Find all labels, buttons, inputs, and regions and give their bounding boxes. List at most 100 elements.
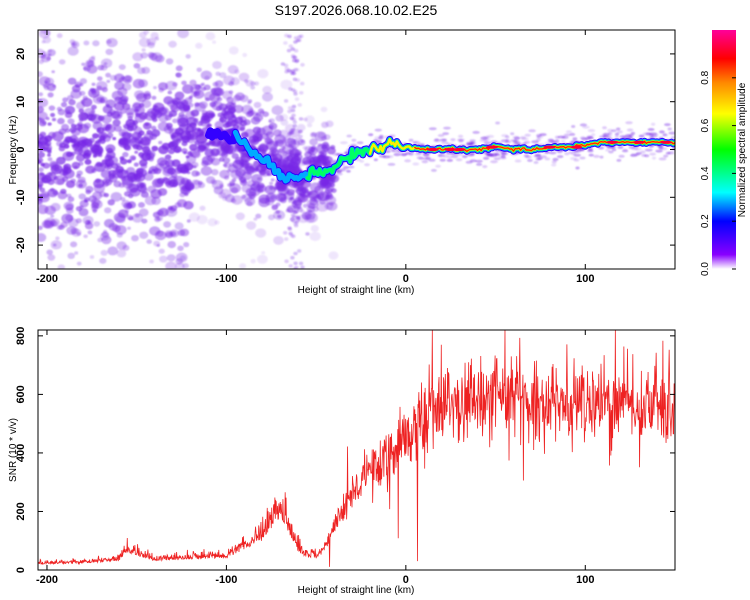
spectrogram-blob xyxy=(76,261,82,266)
spectrogram-blob xyxy=(104,207,112,214)
spectrogram-blob xyxy=(598,146,605,150)
spectrogram-blob xyxy=(631,153,636,157)
spectrogram-blob xyxy=(606,134,613,137)
spectrogram-blob xyxy=(300,265,305,269)
spectrogram-blob xyxy=(284,237,289,241)
spectrogram-blob xyxy=(96,85,103,91)
spectrogram-blob xyxy=(85,189,91,195)
spectrogram-blob xyxy=(115,166,124,174)
spectrogram-blob xyxy=(147,185,156,193)
spectrogram-blob xyxy=(83,199,88,203)
spectrogram-blob xyxy=(649,133,654,137)
spectrogram-hotspot xyxy=(426,147,439,152)
spectrogram-blob xyxy=(186,219,191,223)
spectrogram-x-label: Height of straight line (km) xyxy=(298,285,415,296)
snr-y-ticks: 0 200 400 600 800 xyxy=(15,327,675,573)
spectrogram-blob xyxy=(193,84,201,91)
spectrogram-blob xyxy=(231,100,236,105)
spectrogram-blob xyxy=(500,152,509,156)
spectrogram-blob xyxy=(201,110,208,116)
spectrogram-blob xyxy=(295,215,300,219)
spectrogram-blob xyxy=(174,202,182,208)
spectrogram-blob xyxy=(287,132,292,136)
spectrogram-blob xyxy=(175,65,183,72)
spectrogram-blob xyxy=(140,52,148,59)
spectrogram-blob xyxy=(641,153,647,157)
spectrogram-blob xyxy=(167,181,172,186)
spectrogram-blob xyxy=(292,210,297,214)
spectrogram-blob xyxy=(42,84,48,88)
spectrogram-blob xyxy=(71,161,81,169)
spectrogram-blob xyxy=(168,148,175,155)
spectrogram-blob xyxy=(38,139,41,144)
spectrogram-blob xyxy=(222,157,231,164)
spectrogram-blob xyxy=(283,41,288,45)
spectrogram-blob xyxy=(439,158,446,162)
spectrogram-blob xyxy=(47,149,52,154)
spectrogram-blob xyxy=(179,255,186,261)
spectrogram-blob xyxy=(67,118,75,125)
spectrogram-blob xyxy=(151,125,157,131)
spectrogram-blob xyxy=(422,157,431,161)
spectrogram-blob xyxy=(549,151,557,155)
spectrogram-blob xyxy=(311,132,316,137)
snr-background xyxy=(38,330,675,570)
spectrogram-blob xyxy=(52,84,56,88)
spectrogram-blob xyxy=(255,112,262,117)
spectrogram-blob xyxy=(250,259,256,264)
spectrogram-blob xyxy=(551,163,557,167)
spectrogram-blob xyxy=(62,97,69,103)
spectrogram-blob xyxy=(634,147,642,151)
spectrogram-blob xyxy=(133,63,141,69)
snr-x-tick-label: 100 xyxy=(576,574,594,586)
spectrogram-blob xyxy=(97,128,101,132)
spectrogram-blob xyxy=(268,214,275,221)
spectrogram-blob xyxy=(242,53,248,57)
spectrogram-blob xyxy=(297,151,302,156)
colorbar-label: Normalized spectral amplitude xyxy=(737,82,748,217)
spectrogram-blob xyxy=(621,149,629,153)
spectrogram-blob xyxy=(87,220,91,224)
spectrogram-blob xyxy=(446,158,453,162)
spectrogram-blob xyxy=(175,101,186,110)
spectrogram-blob xyxy=(288,199,293,203)
spectrogram-blob xyxy=(319,177,330,186)
spectrogram-blob xyxy=(283,231,288,235)
spectrogram-blob xyxy=(77,176,86,184)
spectrogram-blob xyxy=(307,123,313,128)
spectrogram-blob xyxy=(47,122,52,126)
spectrogram-blob xyxy=(150,32,159,39)
spectrogram-blob xyxy=(223,163,228,167)
spectrogram-blob xyxy=(78,161,84,166)
colorbar-tick-label: 0.4 xyxy=(700,166,711,180)
spectrogram-blob xyxy=(241,104,253,115)
spectrogram-blob xyxy=(47,254,56,261)
spectrogram-blob xyxy=(183,242,190,248)
spectrogram-blob xyxy=(149,259,155,264)
spectrogram-blob xyxy=(374,128,382,132)
spectrogram-blob xyxy=(152,105,160,112)
spectrogram-blob xyxy=(293,67,298,72)
spectrogram-blob xyxy=(504,140,511,144)
spectrogram-blob xyxy=(139,231,149,239)
spectrogram-blob xyxy=(292,123,297,128)
spectrogram-blob xyxy=(112,119,121,127)
spectrogram-blob xyxy=(121,178,134,189)
spectrogram-blob xyxy=(153,86,157,90)
spectrogram-blob xyxy=(163,221,172,228)
spectrogram-blob xyxy=(569,132,576,136)
spectrogram-blob xyxy=(320,106,328,113)
spectrogram-blob xyxy=(164,154,172,160)
spectrogram-blob xyxy=(255,213,262,219)
spectrogram-blob xyxy=(185,54,191,59)
spectrogram-blob xyxy=(393,153,401,157)
spectrogram-blob xyxy=(527,159,533,162)
spectrogram-blob xyxy=(158,113,169,123)
spectrogram-blob xyxy=(310,225,319,232)
spectrogram-blob xyxy=(290,108,295,113)
spectrogram-blob xyxy=(246,221,257,230)
spectrogram-blob xyxy=(89,255,95,259)
spectrogram-blob xyxy=(168,40,177,48)
spectrogram-blob xyxy=(52,190,59,196)
spectrogram-blob xyxy=(298,129,303,134)
